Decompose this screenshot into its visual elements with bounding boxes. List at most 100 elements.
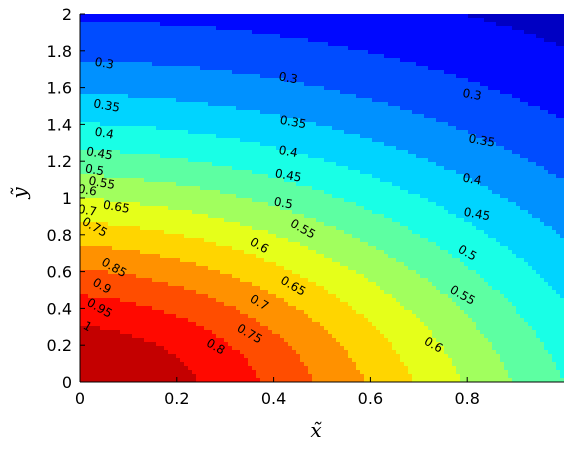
contour-band-cell [224, 338, 285, 343]
contour-band-cell [448, 354, 501, 359]
contour-band-cell [232, 166, 349, 171]
contour-band-cell [80, 278, 153, 283]
contour-band-cell [160, 22, 497, 27]
contour-band-cell [188, 158, 325, 163]
contour-band-cell [268, 230, 345, 235]
contour-band-cell [492, 190, 564, 195]
contour-band-cell [80, 82, 305, 87]
contour-band-cell [308, 38, 545, 43]
contour-band-cell [324, 190, 409, 195]
contour-band-cell [544, 166, 564, 171]
contour-band-cell [480, 182, 564, 187]
contour-band-cell [372, 174, 465, 179]
contour-band-cell [100, 326, 205, 331]
contour-band-cell [80, 146, 277, 151]
contour-band-cell [80, 106, 237, 111]
contour-band-cell [480, 274, 541, 279]
contour-band-cell [80, 118, 301, 123]
contour-band-cell [368, 318, 421, 323]
contour-band-cell [408, 366, 457, 371]
contour-band-cell [312, 186, 401, 191]
contour-band-cell [80, 78, 285, 83]
contour-band-cell [484, 230, 557, 235]
contour-band-cell [292, 210, 373, 215]
contour-band-cell [432, 334, 485, 339]
contour-band-cell [476, 322, 529, 327]
contour-band-cell [456, 366, 505, 371]
contour-band-cell [556, 362, 564, 367]
contour-band-cell [316, 122, 449, 127]
contour-band-cell [492, 286, 553, 291]
contour-band-cell [184, 234, 277, 239]
contour-band-cell [408, 266, 469, 271]
contour-band-cell [300, 354, 349, 359]
contour-band-cell [372, 98, 521, 103]
contour-band-cell [324, 286, 381, 291]
contour-label: 0.35 [467, 131, 496, 149]
contour-band-cell [356, 202, 437, 207]
contour-band-cell [408, 150, 513, 155]
contour-band-cell [448, 250, 513, 255]
y-tick-label: 2 [62, 5, 72, 24]
contour-band-cell [396, 298, 453, 303]
contour-band-cell [80, 34, 281, 39]
contour-band-cell [220, 190, 325, 195]
contour-band-cell [492, 346, 545, 351]
contour-band-cell [556, 366, 564, 371]
contour-band-cell [284, 78, 469, 83]
contour-band-cell [184, 362, 249, 367]
contour-band-cell [268, 326, 325, 331]
contour-band-cell [560, 374, 564, 379]
contour-band-cell [80, 142, 261, 147]
contour-band-cell [80, 46, 349, 51]
contour-band-cell [80, 198, 105, 203]
contour-band-cell [356, 94, 513, 99]
x-tick-label: 0.4 [261, 389, 286, 408]
contour-band-cell [488, 186, 564, 191]
contour-band-cell [348, 354, 401, 359]
contour-band-cell [144, 178, 285, 183]
contour-band-cell [80, 354, 177, 359]
contour-band-cell [508, 374, 561, 379]
contour-label: 0.4 [94, 125, 115, 142]
contour-band-cell [128, 94, 357, 99]
contour-band-cell [428, 198, 509, 203]
contour-band-cell [80, 242, 217, 247]
contour-band-cell [160, 154, 309, 159]
contour-band-cell [388, 102, 529, 107]
contour-band-cell [532, 326, 564, 331]
contour-band-cell [404, 306, 461, 311]
x-tick-label: 0 [75, 389, 85, 408]
contour-band-cell [440, 246, 509, 251]
contour-band-cell [176, 98, 373, 103]
y-tick-label: 0.4 [47, 299, 72, 318]
contour-band-cell [80, 138, 241, 143]
contour-band-cell [328, 290, 385, 295]
contour-band-cell [272, 330, 329, 335]
contour-band-cell [376, 246, 441, 251]
contour-label: 0.7 [77, 202, 98, 219]
contour-band-cell [80, 102, 209, 107]
y-tick-label: 0 [62, 373, 72, 392]
contour-band-cell [108, 222, 241, 227]
contour-band-cell [232, 70, 445, 75]
contour-band-cell [80, 258, 181, 263]
contour-band-cell [544, 346, 564, 351]
contour-band-cell [368, 242, 437, 247]
contour-band-cell [264, 258, 333, 263]
contour-band-cell [300, 118, 437, 123]
contour-band-cell [364, 378, 413, 382]
y-tick-label: 1.8 [47, 42, 72, 61]
contour-band-cell [444, 206, 521, 211]
contour-band-cell [80, 330, 121, 335]
contour-band-cell [252, 366, 309, 371]
contour-band-cell [152, 306, 237, 311]
contour-band-cell [344, 130, 469, 135]
x-tick-label: 0.6 [358, 389, 383, 408]
contour-band-cell [516, 202, 564, 207]
contour-band-cell [304, 82, 481, 87]
contour-band-cell [332, 258, 397, 263]
contour-band-cell [136, 274, 233, 279]
contour-band-cell [140, 250, 245, 255]
contour-band-cell [80, 190, 221, 195]
